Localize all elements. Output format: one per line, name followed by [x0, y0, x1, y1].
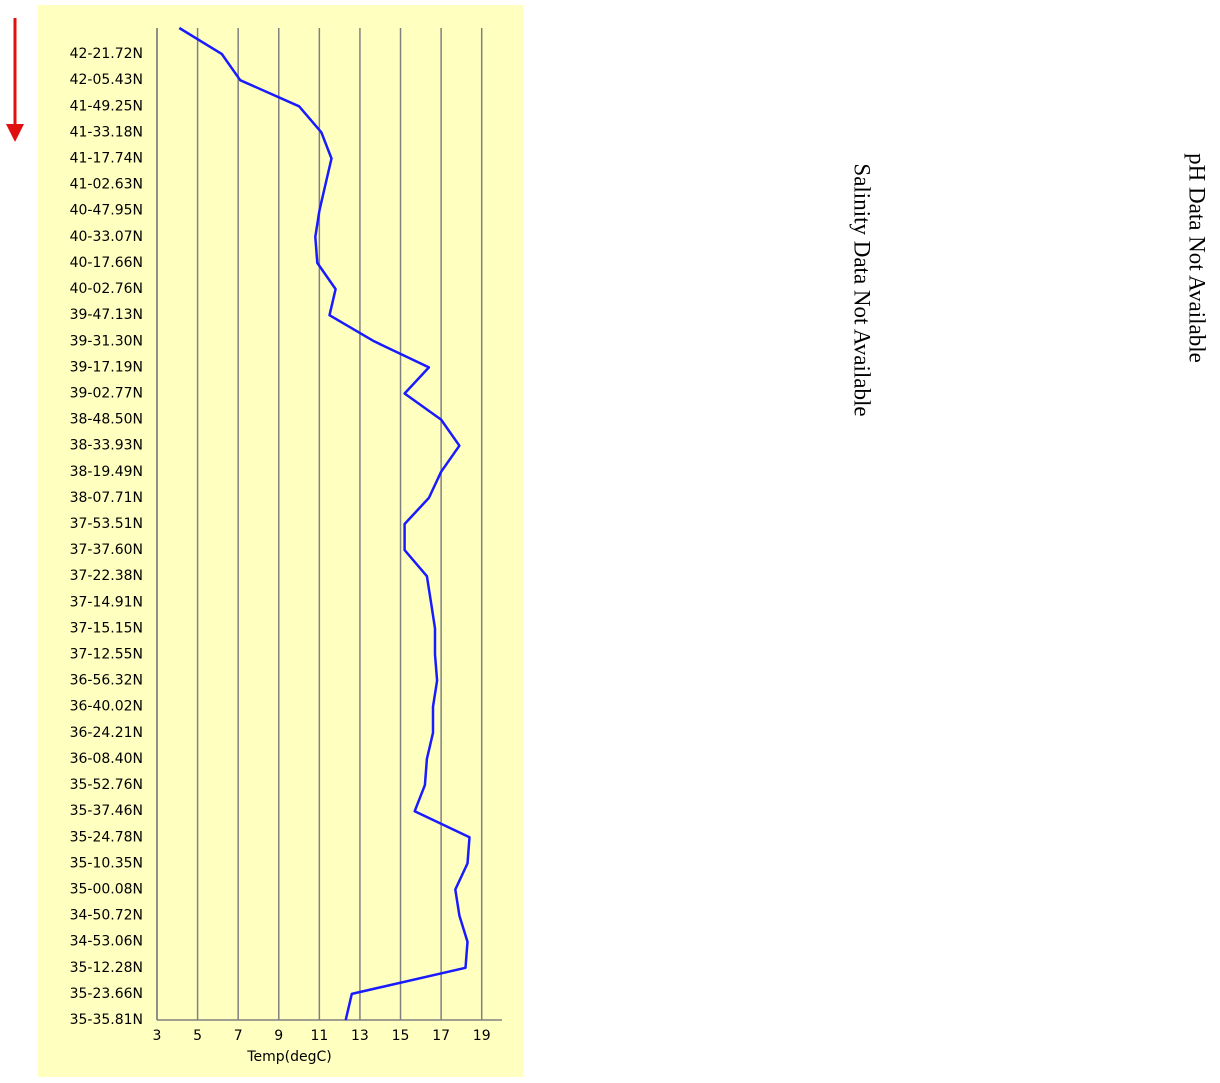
y-tick-label: 42-21.72N: [70, 46, 143, 62]
y-tick-label: 36-08.40N: [70, 751, 143, 767]
y-tick-label: 38-33.93N: [70, 438, 143, 454]
y-tick-label: 37-37.60N: [70, 542, 143, 558]
x-tick-label: 3: [153, 1028, 162, 1044]
y-tick-label: 35-12.28N: [70, 960, 143, 976]
chart-panel: [38, 5, 523, 1077]
y-tick-label: 38-48.50N: [70, 412, 143, 428]
y-tick-label: 35-35.81N: [70, 1012, 143, 1028]
y-tick-label: 37-14.91N: [70, 594, 143, 610]
y-tick-label: 36-56.32N: [70, 673, 143, 689]
y-tick-label: 36-24.21N: [70, 725, 143, 741]
direction-arrow-head: [6, 124, 24, 142]
y-tick-label: 42-05.43N: [70, 72, 143, 88]
y-tick-label: 37-53.51N: [70, 516, 143, 532]
x-tick-label: 9: [274, 1028, 283, 1044]
y-tick-label: 35-10.35N: [70, 855, 143, 871]
x-tick-label: 15: [392, 1028, 410, 1044]
x-tick-label: 19: [473, 1028, 491, 1044]
y-tick-label: 41-33.18N: [70, 124, 143, 140]
y-tick-label: 40-47.95N: [70, 203, 143, 219]
y-tick-label: 41-17.74N: [70, 151, 143, 167]
y-tick-label: 35-00.08N: [70, 881, 143, 897]
y-tick-label: 40-33.07N: [70, 229, 143, 245]
y-tick-label: 35-52.76N: [70, 777, 143, 793]
y-tick-label: 37-15.15N: [70, 620, 143, 636]
x-tick-label: 13: [351, 1028, 369, 1044]
x-axis-label: Temp(degC): [246, 1049, 331, 1065]
y-tick-label: 35-23.66N: [70, 986, 143, 1002]
y-tick-label: 39-31.30N: [70, 333, 143, 349]
y-tick-label: 34-50.72N: [70, 908, 143, 924]
x-tick-label: 17: [432, 1028, 450, 1044]
y-tick-label: 37-22.38N: [70, 568, 143, 584]
temperature-line: [178, 26, 471, 1021]
y-tick-label: 37-12.55N: [70, 647, 143, 663]
y-tick-label: 39-47.13N: [70, 307, 143, 323]
y-tick-label: 40-17.66N: [70, 255, 143, 271]
salinity-note: Salinity Data Not Available: [850, 163, 875, 416]
y-tick-label: 40-02.76N: [70, 281, 143, 297]
y-tick-label: 34-53.06N: [70, 934, 143, 950]
y-tick-label: 39-02.77N: [70, 385, 143, 401]
x-tick-label: 7: [234, 1028, 243, 1044]
y-tick-label: 38-07.71N: [70, 490, 143, 506]
x-tick-label: 5: [193, 1028, 202, 1044]
y-tick-label: 36-40.02N: [70, 699, 143, 715]
y-tick-label: 35-24.78N: [70, 829, 143, 845]
y-tick-label: 39-17.19N: [70, 359, 143, 375]
x-tick-label: 11: [310, 1028, 328, 1044]
y-tick-label: 41-02.63N: [70, 177, 143, 193]
y-tick-label: 35-37.46N: [70, 803, 143, 819]
ph-note: pH Data Not Available: [1185, 153, 1210, 363]
y-tick-label: 41-49.25N: [70, 98, 143, 114]
y-tick-label: 38-19.49N: [70, 464, 143, 480]
